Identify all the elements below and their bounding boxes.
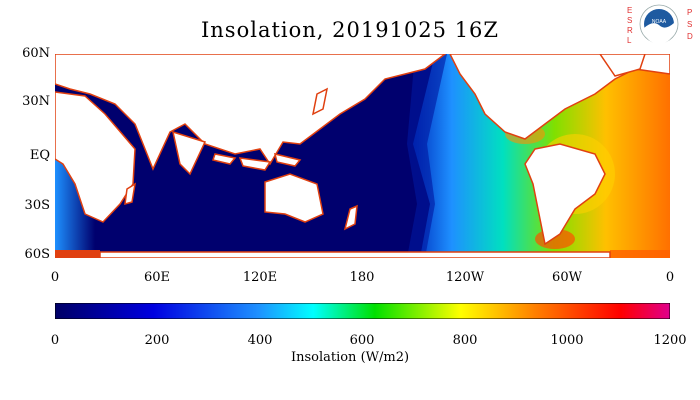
lat-label-30s: 30S: [24, 198, 50, 213]
insolation-map: [55, 54, 670, 258]
logo-left-letter: R: [627, 26, 633, 35]
land-antarctica: [99, 251, 611, 258]
colorbar-tick-800: 800: [452, 333, 478, 348]
land-masses: [55, 54, 670, 258]
logo-right-letter: P: [687, 8, 692, 17]
land-indonesia: [212, 152, 302, 171]
lon-label-120w: 120W: [445, 270, 485, 285]
land-greenland: [599, 54, 646, 77]
colorbar-title: Insolation (W/m2): [290, 350, 410, 365]
colorbar-tick-0: 0: [50, 333, 60, 348]
colorbar-tick-1000: 1000: [550, 333, 584, 348]
colorbar: [55, 303, 670, 319]
land-japan: [311, 87, 329, 116]
land-madagascar: [124, 182, 137, 206]
lon-label-0-east: 0: [665, 270, 675, 285]
antarctic-strip: [55, 250, 100, 258]
colorbar-gradient: [55, 303, 670, 319]
colorbar-tick-1200: 1200: [653, 333, 687, 348]
land-new-zealand: [343, 204, 358, 231]
lon-label-0-west: 0: [50, 270, 60, 285]
lat-label-30n: 30N: [22, 94, 50, 109]
noaa-badge-wave: [644, 23, 674, 44]
map-title: Insolation, 20191025 16Z: [200, 18, 500, 42]
logo-left-letter: E: [627, 6, 632, 15]
lat-label-60s: 60S: [24, 247, 50, 262]
logo-left-letter: L: [627, 36, 632, 45]
land-eurasia: [55, 54, 447, 171]
land-africa: [55, 91, 136, 223]
logo-left-letter: S: [627, 16, 632, 25]
logo-right-letter: S: [687, 20, 692, 29]
lon-label-60e: 60E: [143, 270, 171, 285]
lon-label-180: 180: [349, 270, 375, 285]
terminator-band: [407, 54, 447, 258]
lon-label-60w: 60W: [552, 270, 582, 285]
lat-label-eq: EQ: [29, 148, 50, 163]
colorbar-tick-200: 200: [144, 333, 170, 348]
land-south-america: [524, 143, 606, 246]
land-australia: [264, 173, 324, 223]
colorbar-tick-600: 600: [349, 333, 375, 348]
antarctic-strip-east: [610, 250, 670, 258]
logo-right-letter: D: [687, 32, 693, 41]
lon-label-120e: 120E: [242, 270, 278, 285]
noaa-badge-text: NOAA: [652, 19, 667, 25]
colorbar-tick-400: 400: [247, 333, 273, 348]
noaa-logo: E S R L P S D NOAA: [627, 4, 693, 45]
lat-label-60n: 60N: [22, 46, 50, 61]
land-india: [171, 130, 207, 176]
